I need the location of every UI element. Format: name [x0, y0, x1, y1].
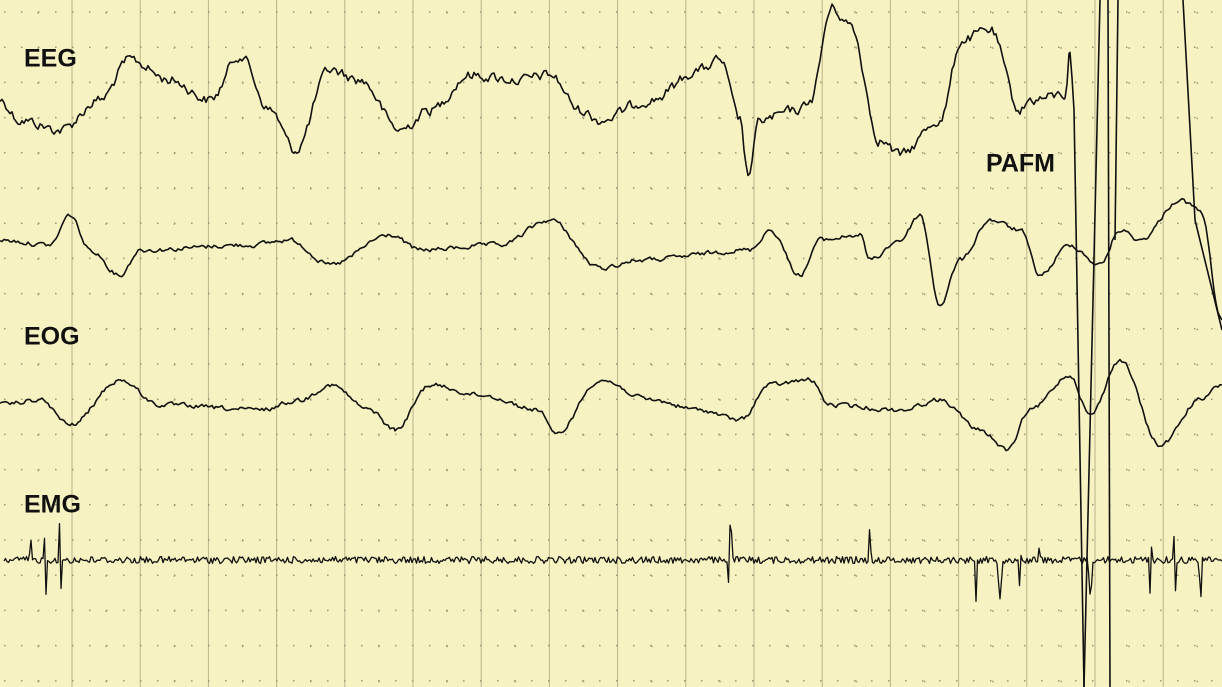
- emg-trace: [3, 523, 1222, 602]
- pafm-label: PAFM: [986, 150, 1055, 178]
- eeg2-trace: [0, 197, 1222, 321]
- emg-label: EMG: [24, 491, 81, 519]
- artifact-line: [1107, 0, 1111, 687]
- eog-trace: [0, 358, 1222, 452]
- grid: [4, 0, 1222, 687]
- eeg-trace: [0, 3, 1075, 177]
- artifact-line: [1114, 0, 1119, 241]
- eog-label: EOG: [24, 323, 80, 351]
- artifact-line: [1182, 0, 1196, 221]
- artifact-line: [1073, 109, 1085, 687]
- artifact-line: [1083, 0, 1101, 687]
- artifact-line: [1194, 219, 1222, 331]
- eeg-label: EEG: [24, 45, 77, 73]
